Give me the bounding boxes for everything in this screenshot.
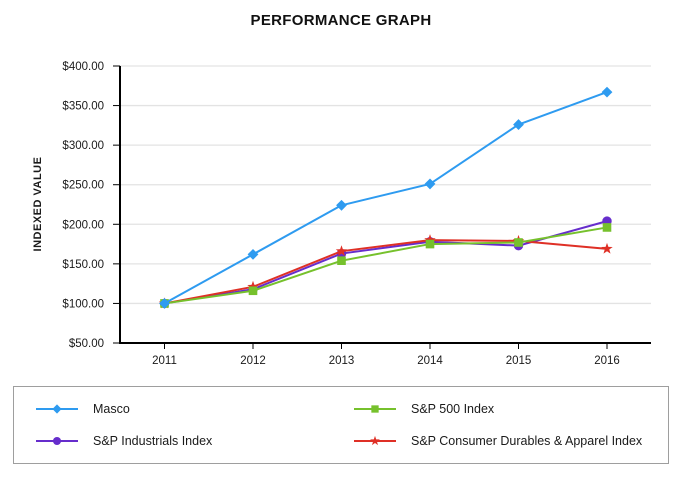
- svg-text:$250.00: $250.00: [62, 180, 104, 192]
- sp-industrials-line-marker-icon: [36, 437, 78, 445]
- svg-text:$200.00: $200.00: [62, 219, 104, 231]
- svg-text:$100.00: $100.00: [62, 298, 104, 310]
- svg-text:$50.00: $50.00: [69, 338, 104, 350]
- sp500-line-marker-icon: [354, 405, 396, 413]
- svg-text:$150.00: $150.00: [62, 259, 104, 271]
- legend-item-sp500: S&P 500 Index: [332, 393, 668, 425]
- svg-text:2014: 2014: [417, 355, 443, 367]
- masco-line-marker-icon: [36, 404, 78, 414]
- svg-text:INDEXED VALUE: INDEXED VALUE: [32, 157, 44, 252]
- svg-text:2016: 2016: [594, 355, 620, 367]
- svg-text:$400.00: $400.00: [62, 61, 104, 73]
- legend-item-label: S&P Industrials Index: [93, 434, 213, 448]
- svg-text:$350.00: $350.00: [62, 101, 104, 113]
- legend-item-sp-industrials: S&P Industrials Index: [14, 425, 332, 457]
- legend-item-label: Masco: [93, 402, 130, 416]
- page-title: PERFORMANCE GRAPH: [250, 12, 432, 29]
- svg-text:$300.00: $300.00: [62, 140, 104, 152]
- sp-consumer-durables-line-marker-icon: [354, 435, 396, 446]
- svg-text:2015: 2015: [506, 355, 532, 367]
- legend-box: Masco S&P 500 Index S&P Industrials Inde…: [13, 386, 669, 464]
- svg-text:2013: 2013: [329, 355, 355, 367]
- legend-item-masco: Masco: [14, 393, 332, 425]
- svg-text:2011: 2011: [152, 355, 177, 367]
- legend-item-label: S&P Consumer Durables & Apparel Index: [411, 434, 643, 448]
- performance-chart: $50.00 $100.00 $150.00 $200.00 $250.00 $300.0…: [32, 61, 651, 367]
- legend-item-sp-consumer-durables: S&P Consumer Durables & Apparel Index: [332, 425, 668, 457]
- legend-item-label: S&P 500 Index: [411, 402, 495, 416]
- svg-text:2012: 2012: [240, 355, 266, 367]
